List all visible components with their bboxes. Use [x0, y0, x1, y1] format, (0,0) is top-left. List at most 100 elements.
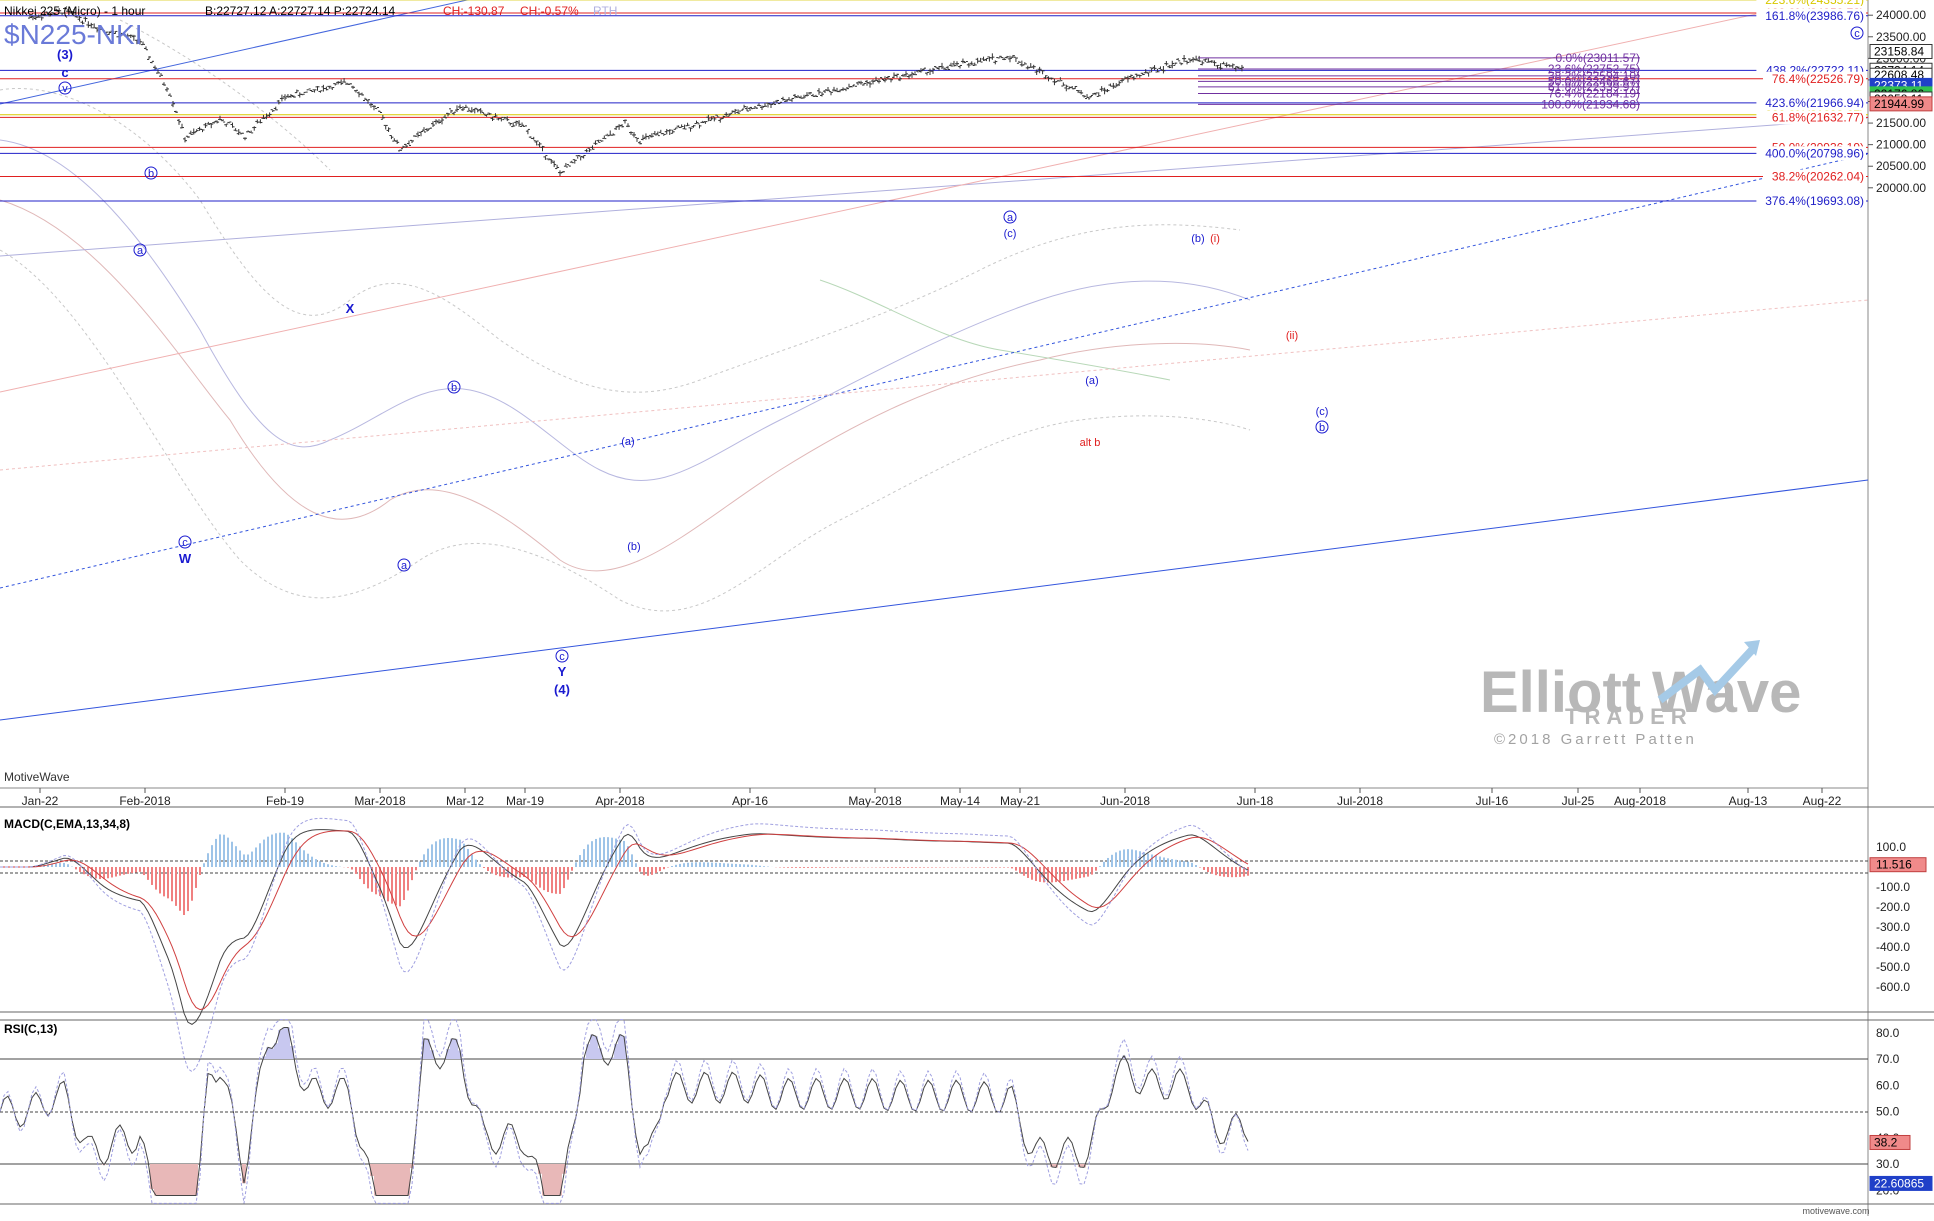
price-bar: [60, 12, 65, 16]
wave-label-text: b: [451, 382, 457, 394]
price-bar: [194, 129, 199, 133]
price-bar: [632, 131, 636, 138]
wave-label: (4): [554, 682, 570, 697]
price-bar: [525, 128, 530, 135]
price-bar: [712, 116, 717, 122]
price-axis-label: 20500.00: [1876, 159, 1926, 173]
price-bar: [1140, 72, 1145, 76]
price-bar: [499, 116, 504, 122]
wave-label-circle: [447, 380, 461, 394]
retracement-label: 76.4%(22184.19): [1548, 87, 1640, 101]
price-bar: [922, 67, 926, 71]
fib-label-bg: [1756, 146, 1866, 161]
price-bar: [784, 98, 788, 102]
elliottwave-trader-logo: Elliott Wave TRADER ©2018 Garrett Patten: [1480, 640, 1801, 748]
price-bar: [895, 73, 899, 78]
price-bar: [1076, 90, 1081, 94]
price-bar: [215, 120, 220, 124]
wave-label-text: c: [61, 65, 68, 80]
price-bar: [694, 120, 699, 125]
x-axis-label: Apr-2018: [595, 794, 645, 808]
price-bar: [416, 131, 420, 138]
price-bar: [1099, 86, 1104, 92]
price-bar: [889, 78, 893, 83]
wave-label-text: c: [559, 651, 565, 663]
price-bar: [233, 128, 238, 132]
price-bar: [688, 127, 693, 132]
price-bar: [531, 136, 536, 142]
price-bar: [309, 89, 314, 92]
x-axis: Jan-22 Feb-2018 Feb-19 Mar-2018 Mar-12 Mar-19…: [22, 788, 1842, 808]
price-bar: [188, 130, 193, 135]
price-bar: [239, 132, 244, 135]
price-bar: [832, 86, 836, 92]
price-bar: [1008, 55, 1012, 63]
price-bar: [221, 119, 226, 123]
price-bar: [614, 125, 619, 130]
wave-label-text: b: [148, 168, 154, 180]
price-bar: [261, 114, 266, 120]
price-bar: [560, 170, 565, 173]
logo-trader: TRADER: [1565, 704, 1693, 729]
price-bar: [829, 91, 833, 96]
price-bar: [940, 62, 944, 70]
wave-label-text: (4): [554, 682, 570, 697]
macd-axis-label: -400.0: [1876, 940, 1910, 954]
price-bar: [667, 129, 672, 135]
price-bar: [934, 66, 938, 69]
x-axis-label: May-2018: [848, 794, 902, 808]
price-bar: [65, 8, 70, 13]
fib-label: 38.2%(20262.04): [1772, 169, 1864, 183]
price-bar: [620, 124, 625, 128]
change-points: CH:-130.87: [443, 4, 505, 18]
price-bar: [1102, 87, 1107, 95]
macd-value-tag: 11.516: [1869, 857, 1927, 873]
price-bar: [288, 94, 293, 98]
price-bar: [984, 58, 989, 62]
price-bar: [490, 116, 495, 121]
price-bar: [141, 41, 145, 46]
price-bar: [727, 113, 732, 117]
price-bar: [781, 96, 785, 101]
price-bar: [593, 140, 598, 145]
price-bar: [963, 61, 968, 64]
price-bar: [790, 97, 794, 102]
price-bar: [760, 105, 764, 110]
price-bar: [670, 129, 675, 134]
price-bar: [511, 122, 516, 128]
price-bar: [1188, 58, 1192, 63]
price-bar: [407, 140, 411, 146]
wave-label: a: [397, 558, 411, 572]
price-bar: [339, 79, 344, 86]
price-bar: [706, 114, 711, 122]
logo-copyright: ©2018 Garrett Patten: [1494, 731, 1697, 748]
price-bar: [966, 62, 971, 68]
price-bar: [460, 106, 465, 112]
price-bar: [817, 88, 821, 95]
wave-label-text: v: [62, 83, 68, 95]
price-bar: [243, 137, 247, 141]
price-bar: [469, 107, 474, 113]
price-bar: [629, 131, 633, 136]
price-bar: [555, 164, 560, 170]
change-percent: CH:-0.57%: [520, 4, 579, 18]
price-bar: [452, 111, 456, 116]
price-bar: [458, 104, 462, 110]
session-label: RTH: [593, 4, 617, 18]
x-axis-label: Mar-2018: [354, 794, 406, 808]
x-axis-label: Feb-2018: [119, 794, 171, 808]
price-bar: [1016, 60, 1021, 64]
wave-label: (i): [1210, 233, 1220, 245]
price-bar: [874, 76, 878, 82]
price-bar: [68, 11, 73, 14]
price-bar: [969, 61, 974, 66]
rsi-value-tag: 38.2: [1869, 1134, 1911, 1150]
price-bar: [156, 69, 160, 74]
price-bar: [180, 123, 184, 129]
price-bar: [54, 8, 59, 12]
price-bar: [508, 122, 513, 126]
price-bar: [820, 91, 824, 97]
price-bar: [463, 104, 468, 109]
price-bar: [1031, 64, 1036, 69]
